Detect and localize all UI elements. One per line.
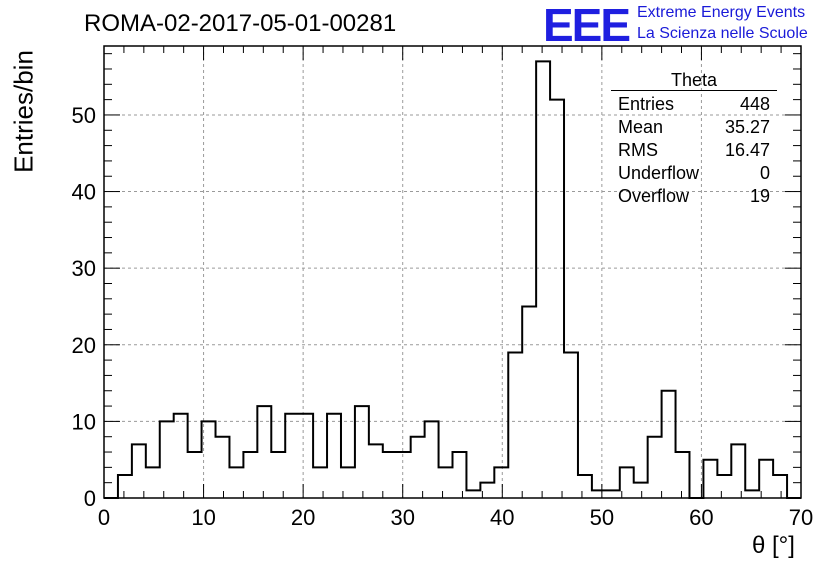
stats-value: 16.47 xyxy=(724,140,770,160)
y-tick-label: 10 xyxy=(72,409,96,434)
x-tick-label: 70 xyxy=(789,505,813,530)
y-tick-label: 40 xyxy=(72,180,96,205)
logo-caption: Extreme Energy Events La Scienza nelle S… xyxy=(637,2,808,44)
y-axis-label: Entries/bin xyxy=(8,50,39,173)
x-tick-label: 60 xyxy=(689,505,713,530)
chart-title: ROMA-02-2017-05-01-00281 xyxy=(84,10,397,37)
x-tick-label: 20 xyxy=(291,505,315,530)
eee-logo: EEE xyxy=(543,0,631,51)
stats-row: RMS 16.47 xyxy=(611,139,777,162)
stats-title: Theta xyxy=(611,70,777,91)
y-tick-label: 50 xyxy=(72,103,96,128)
x-tick-label: 0 xyxy=(98,505,110,530)
stats-label: Overflow xyxy=(618,186,690,206)
stats-label: Underflow xyxy=(618,163,700,183)
stats-label: Entries xyxy=(618,94,675,114)
plot-frame xyxy=(103,45,802,499)
y-tick-label: 0 xyxy=(84,486,96,511)
y-tick-label: 30 xyxy=(72,256,96,281)
stats-value: 0 xyxy=(759,163,770,183)
logo-line-1: Extreme Energy Events xyxy=(637,4,806,21)
stats-value: 19 xyxy=(749,186,770,206)
y-tick-label: 20 xyxy=(72,333,96,358)
stats-row: Overflow 19 xyxy=(611,185,777,208)
x-tick-label: 30 xyxy=(390,505,414,530)
stats-value: 35.27 xyxy=(724,117,770,137)
stats-value: 448 xyxy=(739,94,770,114)
logo-line-2: La Scienza nelle Scuole xyxy=(637,25,808,42)
stats-row: Underflow 0 xyxy=(611,162,777,185)
stats-row: Entries 448 xyxy=(611,93,777,116)
x-tick-label: 40 xyxy=(490,505,514,530)
stats-box: Theta Entries 448 Mean 35.27 RMS 16.47 Unde… xyxy=(611,70,777,208)
x-axis-label: θ [°] xyxy=(752,532,795,559)
stats-label: Mean xyxy=(618,117,664,137)
x-tick-label: 10 xyxy=(191,505,215,530)
histogram-line xyxy=(104,60,801,499)
x-tick-label: 50 xyxy=(590,505,614,530)
stats-row: Mean 35.27 xyxy=(611,116,777,139)
stats-label: RMS xyxy=(618,140,658,160)
